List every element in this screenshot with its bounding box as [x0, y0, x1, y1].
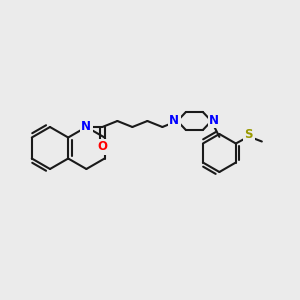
Text: N: N [209, 113, 219, 127]
Text: S: S [244, 128, 253, 141]
Text: N: N [81, 119, 92, 133]
Text: N: N [169, 113, 179, 127]
Text: O: O [98, 140, 107, 154]
